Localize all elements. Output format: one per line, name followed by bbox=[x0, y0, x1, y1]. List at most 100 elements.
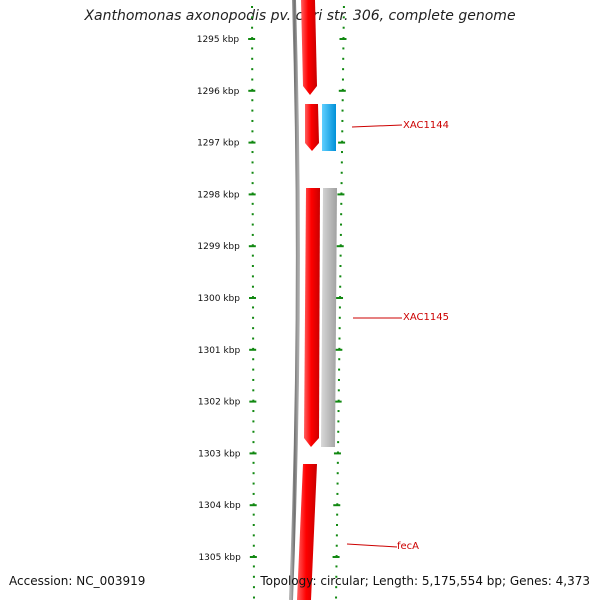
scale-dot bbox=[251, 109, 254, 112]
gene-arrow-xac1145[interactable] bbox=[304, 188, 320, 447]
scale-dot bbox=[252, 472, 255, 475]
scale-dot bbox=[252, 378, 255, 381]
scale-tick bbox=[249, 400, 257, 403]
scale-tick bbox=[248, 245, 256, 248]
scale-dot bbox=[252, 368, 255, 371]
track-dot bbox=[340, 182, 343, 185]
scale-tick-label: 1304 kbp bbox=[198, 501, 241, 511]
cds-bar-xac1144[interactable] bbox=[322, 104, 336, 151]
gene-arrow-upstream[interactable] bbox=[301, 0, 317, 95]
track-dot bbox=[335, 544, 338, 547]
track-dot bbox=[336, 513, 339, 516]
scale-dot bbox=[252, 420, 255, 423]
scale-tick bbox=[248, 38, 256, 40]
scale-dot bbox=[251, 119, 254, 122]
scale-dot bbox=[251, 223, 254, 226]
track-dot bbox=[342, 16, 345, 19]
track-dot bbox=[342, 57, 345, 60]
track-tick bbox=[335, 348, 343, 351]
scale-dot bbox=[252, 513, 255, 516]
gene-arrow-xac1144[interactable] bbox=[305, 104, 319, 151]
track-tick bbox=[336, 297, 344, 299]
scale-dot bbox=[252, 482, 255, 485]
track-dot bbox=[341, 109, 344, 112]
scale-dot bbox=[252, 327, 255, 330]
track-dot bbox=[341, 130, 344, 133]
scale-tick-label: 1298 kbp bbox=[197, 190, 240, 200]
scale-dot bbox=[251, 202, 254, 205]
scale-tick bbox=[249, 504, 257, 507]
track-tick bbox=[333, 504, 341, 507]
scale-tick-label: 1296 kbp bbox=[197, 87, 240, 97]
scale-dot bbox=[252, 596, 255, 599]
track-tick bbox=[337, 193, 345, 196]
scale-dot bbox=[251, 275, 254, 278]
gene-label-xac1145[interactable]: XAC1145 bbox=[403, 312, 449, 323]
gene-label-xac1144[interactable]: XAC1144 bbox=[403, 120, 449, 131]
track-dot bbox=[335, 575, 338, 578]
scale-dot bbox=[252, 461, 255, 464]
scale-dot bbox=[252, 534, 255, 537]
track-dot bbox=[336, 461, 339, 464]
accession-text: Accession: NC_003919 bbox=[9, 574, 146, 588]
track-tick bbox=[333, 452, 341, 455]
scale-dot bbox=[251, 233, 254, 236]
scale-tick bbox=[248, 141, 256, 144]
genome-backbone bbox=[289, 0, 300, 600]
leader-line-xac1144 bbox=[351, 124, 403, 128]
scale-dot bbox=[251, 161, 254, 164]
track-tick bbox=[339, 38, 347, 40]
track-dot bbox=[335, 596, 338, 599]
scale-dot bbox=[251, 99, 254, 102]
cds-bar-xac1145[interactable] bbox=[321, 188, 337, 447]
scale-dot bbox=[252, 316, 255, 319]
track-tick bbox=[334, 400, 342, 403]
scale-dot bbox=[252, 410, 255, 413]
track-dot bbox=[342, 26, 345, 29]
scale-tick-label: 1301 kbp bbox=[198, 346, 241, 356]
track-dot bbox=[342, 68, 345, 71]
track-dot bbox=[337, 441, 340, 444]
track-dot bbox=[337, 430, 340, 433]
track-dot bbox=[338, 368, 341, 371]
scale-dot bbox=[251, 26, 254, 29]
scale-dot bbox=[252, 492, 255, 495]
scale-dot bbox=[251, 171, 254, 174]
leader-line-feca bbox=[346, 543, 398, 548]
scale-tick bbox=[249, 348, 257, 351]
track-dot bbox=[338, 358, 341, 361]
track-tick bbox=[336, 245, 344, 248]
track-tick bbox=[332, 556, 340, 558]
scale-dot bbox=[252, 430, 255, 433]
gene-label-feca[interactable]: fecA bbox=[397, 541, 419, 552]
track-dot bbox=[338, 327, 341, 330]
track-dot bbox=[337, 378, 340, 381]
gene-arrow-feca[interactable] bbox=[297, 464, 317, 600]
scale-dot bbox=[252, 358, 255, 361]
scale-dot bbox=[252, 586, 255, 589]
track-tick bbox=[338, 89, 346, 92]
scale-tick-label: 1305 kbp bbox=[198, 553, 241, 563]
scale-dot bbox=[252, 575, 255, 578]
scale-dot bbox=[251, 68, 254, 71]
track-dot bbox=[340, 213, 343, 216]
track-dot bbox=[338, 337, 341, 340]
scale-dot bbox=[252, 524, 255, 526]
map-title: Xanthomonas axonopodis pv. citri str. 30… bbox=[84, 8, 516, 24]
scale-dot bbox=[251, 265, 254, 267]
scale-dot bbox=[251, 6, 254, 8]
scale-dot bbox=[251, 57, 254, 60]
scale-tick-label: 1297 kbp bbox=[197, 139, 240, 149]
track-dot bbox=[337, 410, 340, 413]
scale-tick bbox=[249, 452, 257, 455]
genome-summary-text: Topology: circular; Length: 5,175,554 bp… bbox=[260, 574, 590, 588]
track-dot bbox=[341, 78, 344, 81]
track-dot bbox=[341, 119, 344, 122]
scale-dot bbox=[251, 16, 254, 19]
scale-tick-label: 1300 kbp bbox=[198, 294, 241, 304]
track-dot bbox=[337, 420, 340, 423]
scale-dot bbox=[252, 306, 255, 309]
scale-tick bbox=[249, 556, 257, 558]
